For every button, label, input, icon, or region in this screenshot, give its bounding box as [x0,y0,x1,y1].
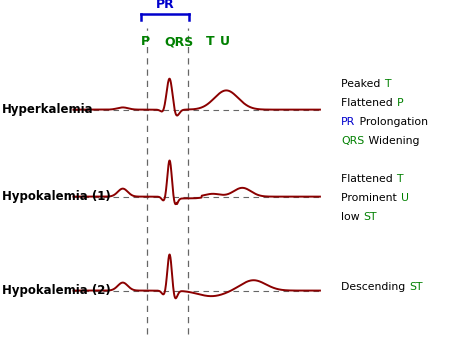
Text: P: P [397,98,403,108]
Text: Descending: Descending [341,282,409,292]
Text: PR: PR [341,117,356,127]
Text: T: T [384,79,391,88]
Text: ST: ST [364,213,377,222]
Text: P: P [140,35,149,48]
Text: Prominent: Prominent [341,193,401,203]
Text: Widening: Widening [365,136,419,146]
Text: T: T [397,174,403,184]
Text: Flattened: Flattened [341,98,397,108]
Text: low: low [341,213,364,222]
Text: QRS: QRS [341,136,365,146]
Text: ST: ST [409,282,422,292]
Text: Peaked: Peaked [341,79,384,88]
Text: U: U [401,193,409,203]
Text: U: U [220,35,230,48]
Text: Prolongation: Prolongation [356,117,428,127]
Text: Hyperkalemia: Hyperkalemia [2,103,94,116]
Text: Hypokalemia (2): Hypokalemia (2) [2,284,111,297]
Text: T: T [206,35,215,48]
Text: Flattened: Flattened [341,174,397,184]
Text: QRS: QRS [165,35,194,48]
Text: Hypokalemia (1): Hypokalemia (1) [2,190,111,203]
Text: PR: PR [156,0,174,11]
